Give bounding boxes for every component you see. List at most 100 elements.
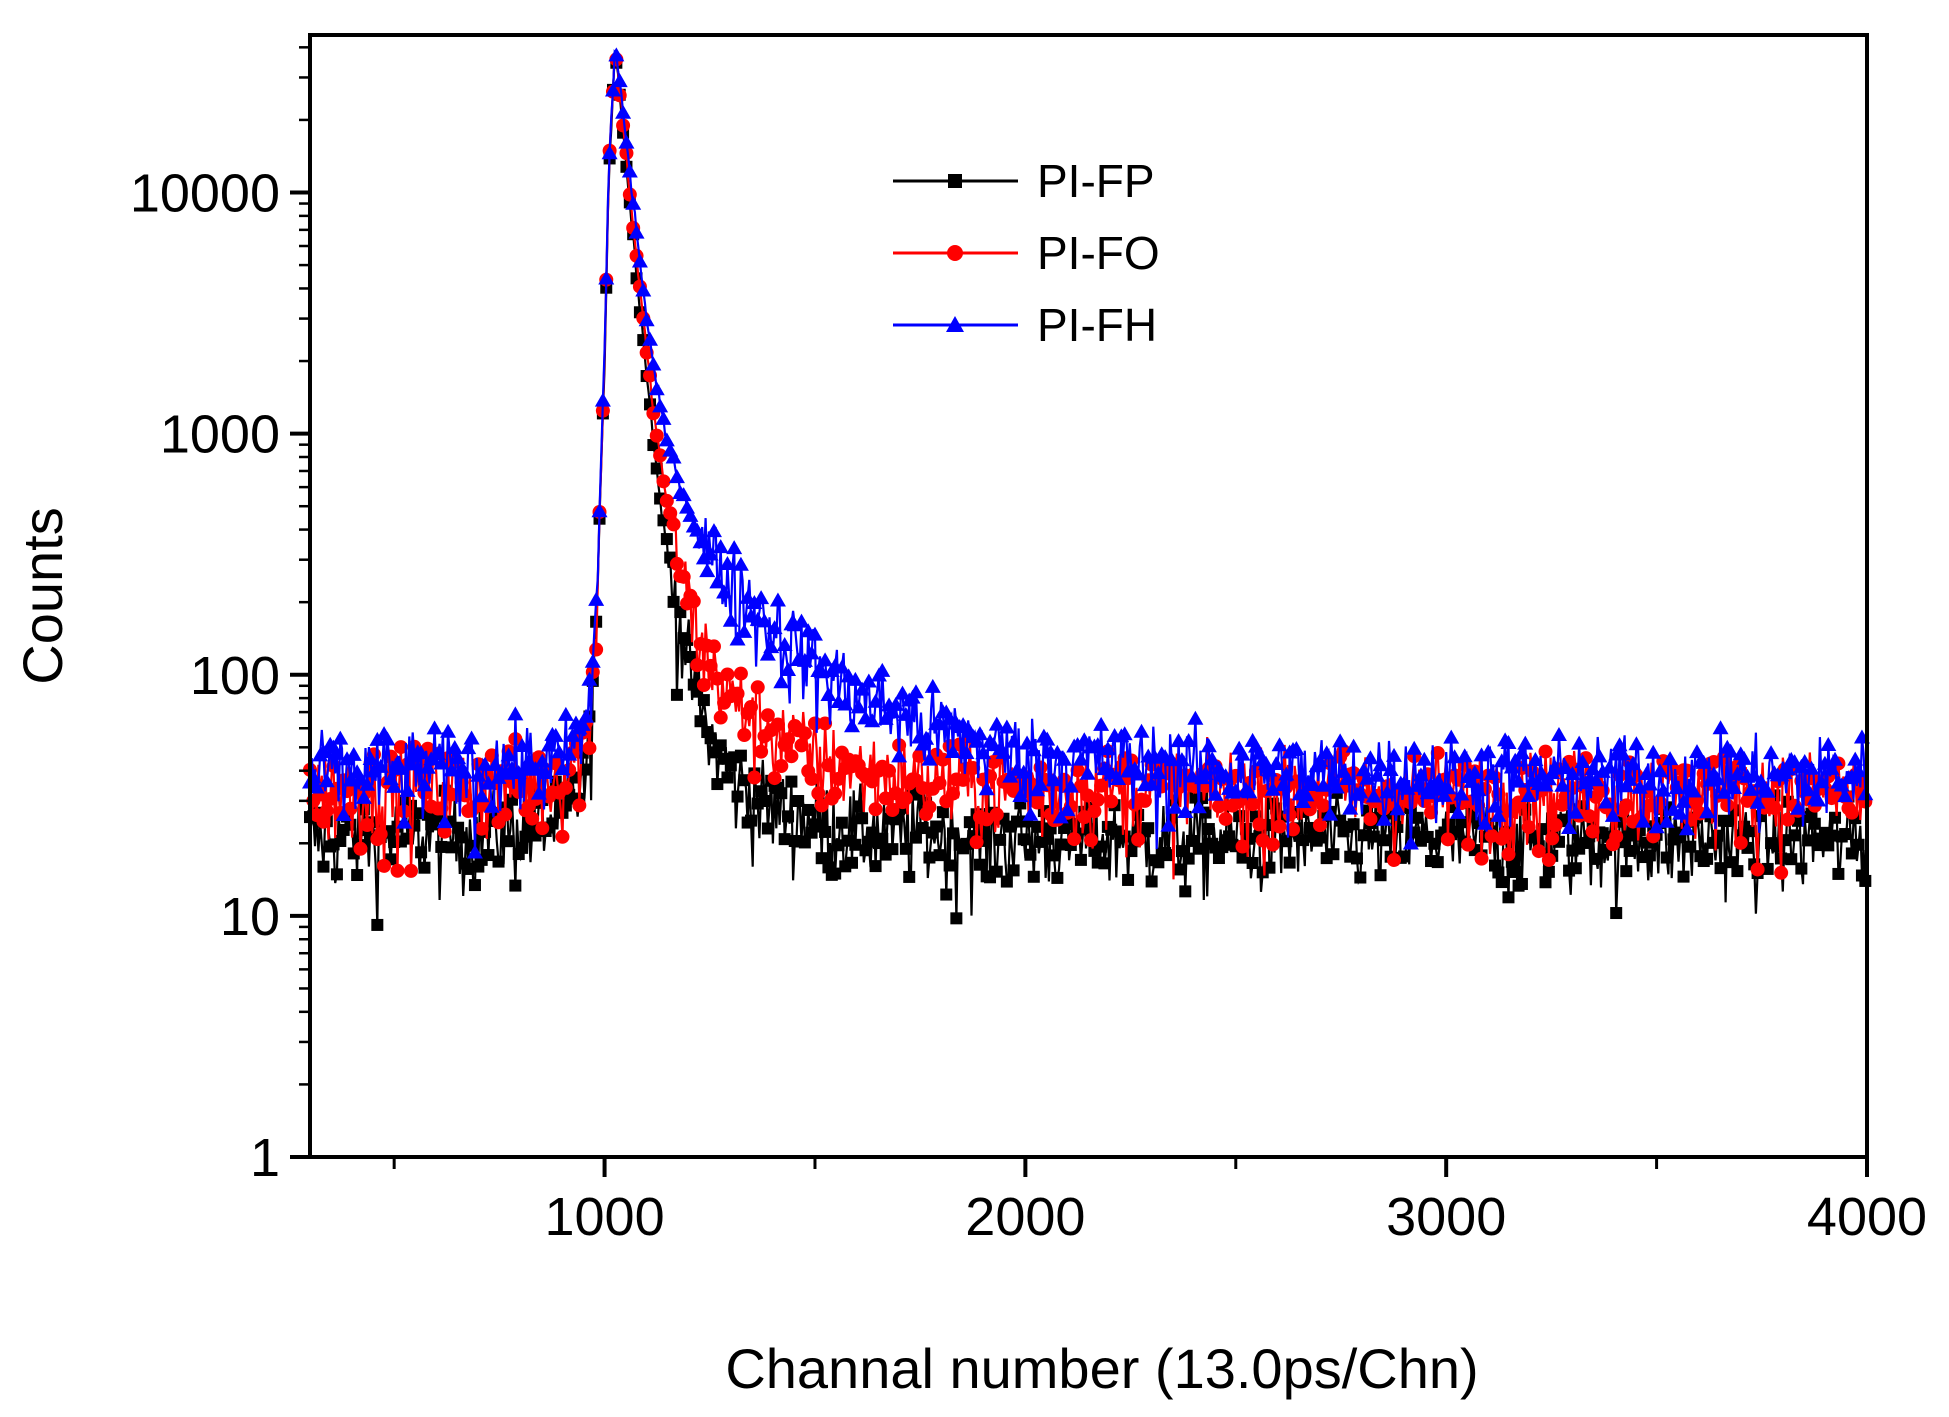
data-point: [1192, 842, 1205, 855]
data-point: [598, 270, 615, 285]
data-point: [1822, 839, 1835, 852]
data-point: [988, 716, 1005, 731]
data-point: [695, 550, 712, 565]
data-point: [1456, 748, 1473, 763]
data-point: [436, 814, 453, 829]
data-point: [885, 803, 900, 818]
data-point: [1589, 852, 1602, 865]
data-point: [1079, 765, 1096, 780]
data-point: [1685, 783, 1702, 798]
data-point: [1367, 830, 1380, 843]
data-point: [936, 806, 949, 819]
data-point: [968, 733, 985, 748]
data-point: [638, 312, 655, 327]
data-point: [811, 786, 826, 801]
data-point: [916, 822, 929, 835]
data-point: [1635, 813, 1652, 828]
data-point: [897, 706, 914, 721]
data-point: [1200, 738, 1217, 753]
legend-marker: [947, 245, 963, 261]
data-point: [653, 448, 668, 463]
data-point: [1093, 716, 1110, 731]
data-point: [1298, 787, 1315, 802]
data-point: [1829, 811, 1842, 824]
data-point: [463, 730, 480, 745]
data-point: [537, 765, 554, 780]
data-point: [1030, 795, 1045, 810]
data-point: [732, 556, 749, 571]
data-point: [1010, 815, 1023, 828]
data-point: [1767, 801, 1782, 816]
data-point: [766, 620, 783, 635]
data-point: [1628, 736, 1645, 751]
data-point: [1177, 804, 1194, 819]
data-point: [1582, 809, 1597, 824]
data-point: [692, 534, 709, 549]
data-point: [534, 753, 551, 768]
data-point: [1278, 766, 1295, 781]
data-point: [704, 732, 717, 745]
data-point: [666, 517, 681, 532]
data-point: [393, 740, 408, 755]
data-point: [527, 761, 544, 776]
y-tick-label: 100: [190, 646, 280, 706]
data-point: [1094, 778, 1109, 793]
data-point: [1554, 777, 1571, 792]
data-point: [1379, 784, 1396, 799]
data-point: [945, 786, 960, 801]
data-point: [373, 827, 388, 842]
data-point: [1495, 876, 1508, 889]
data-point: [582, 741, 597, 756]
data-point: [618, 134, 635, 149]
data-point: [1621, 771, 1638, 786]
y-tick-label: 10: [220, 887, 280, 947]
data-point: [1800, 782, 1817, 797]
data-point: [802, 803, 815, 816]
data-point: [1363, 812, 1378, 827]
legend: PI-FP PI-FO PI-FH: [893, 155, 1160, 351]
data-point: [705, 523, 722, 538]
data-point: [1109, 771, 1126, 786]
data-point: [943, 859, 956, 872]
data-point: [574, 716, 591, 731]
data-point: [403, 863, 418, 878]
data-point: [1788, 829, 1801, 842]
data-point: [940, 888, 953, 901]
data-point: [1810, 792, 1827, 807]
data-point: [1645, 744, 1662, 759]
data-point: [784, 749, 799, 764]
data-point: [1466, 764, 1483, 779]
data-point: [1283, 856, 1296, 869]
data-point: [1095, 840, 1108, 853]
data-point: [371, 918, 384, 931]
data-point: [1131, 832, 1146, 847]
data-point: [1039, 731, 1056, 746]
data-point: [975, 745, 992, 760]
data-point: [1675, 793, 1692, 808]
data-point: [1236, 851, 1249, 864]
data-point: [923, 851, 936, 864]
data-point: [1377, 834, 1390, 847]
data-point: [1648, 819, 1665, 834]
data-point: [714, 739, 727, 752]
data-point: [759, 646, 776, 661]
data-point: [1833, 777, 1850, 792]
data-point: [1731, 865, 1744, 878]
data-point: [557, 706, 574, 721]
data-point: [829, 867, 842, 880]
data-point: [1054, 838, 1067, 851]
data-point: [1502, 891, 1515, 904]
data-point: [530, 785, 547, 800]
data-point: [931, 716, 948, 731]
data-point: [1439, 780, 1456, 795]
data-point: [1548, 818, 1563, 833]
data-point: [804, 771, 819, 786]
data-point: [696, 678, 711, 693]
data-point: [1436, 787, 1453, 802]
data-point: [1099, 741, 1116, 756]
data-point: [353, 841, 368, 856]
data-point: [648, 381, 665, 396]
data-point: [1365, 788, 1382, 803]
data-point: [416, 777, 433, 792]
data-point: [1416, 751, 1433, 766]
